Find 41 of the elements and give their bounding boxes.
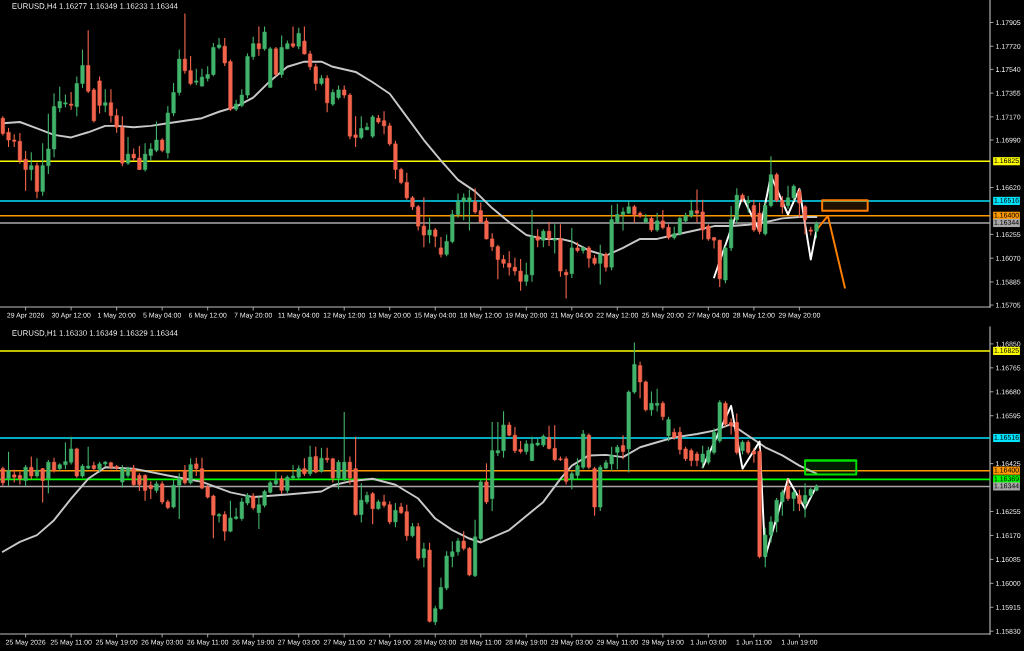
candlestick: [40, 468, 45, 503]
candlestick: [103, 89, 108, 113]
candlestick: [91, 461, 96, 471]
candlestick: [23, 465, 28, 486]
candlestick: [319, 447, 324, 473]
candlestick: [666, 416, 671, 442]
line-series: [1, 423, 818, 553]
candlestick: [46, 459, 51, 494]
candlestick: [217, 512, 222, 523]
candlestick: [427, 217, 432, 244]
candlestick: [438, 237, 443, 258]
candlestick: [34, 458, 40, 478]
candlestick: [803, 204, 808, 235]
candlestick: [791, 489, 796, 511]
candlestick: [182, 465, 187, 485]
candlestick: [552, 224, 557, 254]
candlestick: [29, 152, 34, 181]
candlestick: [615, 445, 620, 470]
candlestick: [29, 456, 34, 480]
candlestick: [308, 445, 313, 476]
candlestick: [370, 492, 375, 525]
candlestick: [797, 489, 802, 511]
candlestick: [0, 466, 5, 486]
candlestick: [785, 478, 791, 501]
candlestick: [222, 511, 227, 541]
candlestick: [188, 458, 193, 485]
candlestick: [393, 503, 398, 528]
candlestick: [484, 463, 489, 505]
candlestick: [797, 188, 802, 218]
candlestick: [598, 244, 603, 285]
candlestick: [313, 446, 318, 474]
candlestick: [564, 269, 569, 299]
candlestick: [69, 91, 74, 110]
candlestick: [547, 221, 552, 246]
candlestick: [620, 435, 626, 460]
candlestick: [256, 26, 261, 56]
candlestick: [6, 451, 11, 486]
candlestick: [125, 136, 131, 165]
candlestick: [290, 26, 296, 49]
candlestick: [296, 27, 301, 50]
candlestick: [421, 542, 426, 568]
